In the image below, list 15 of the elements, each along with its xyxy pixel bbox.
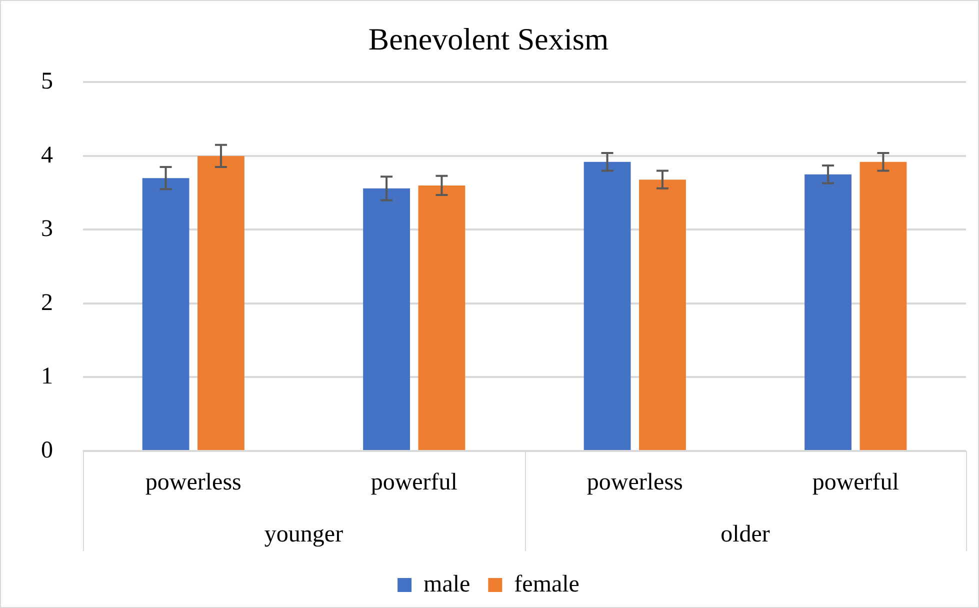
legend-label: female	[514, 571, 580, 598]
y-tick-label: 2	[41, 290, 53, 316]
text: younger	[264, 521, 344, 548]
x-tick-label: powerless	[145, 470, 242, 496]
text: older	[720, 521, 770, 548]
y-tick-label: 3	[41, 216, 53, 242]
legend-label: male	[424, 571, 470, 598]
y-tick-label: 0	[41, 437, 53, 464]
y-tick-label: 5	[41, 68, 53, 94]
x-tick-label: powerful	[812, 470, 900, 496]
y-tick-label: 4	[41, 142, 53, 168]
y-tick-label: 1	[41, 364, 53, 390]
chart-title: Benevolent Sexism	[368, 22, 609, 57]
x-tick-label: powerless	[586, 470, 683, 496]
x-tick-label: powerful	[370, 470, 458, 496]
